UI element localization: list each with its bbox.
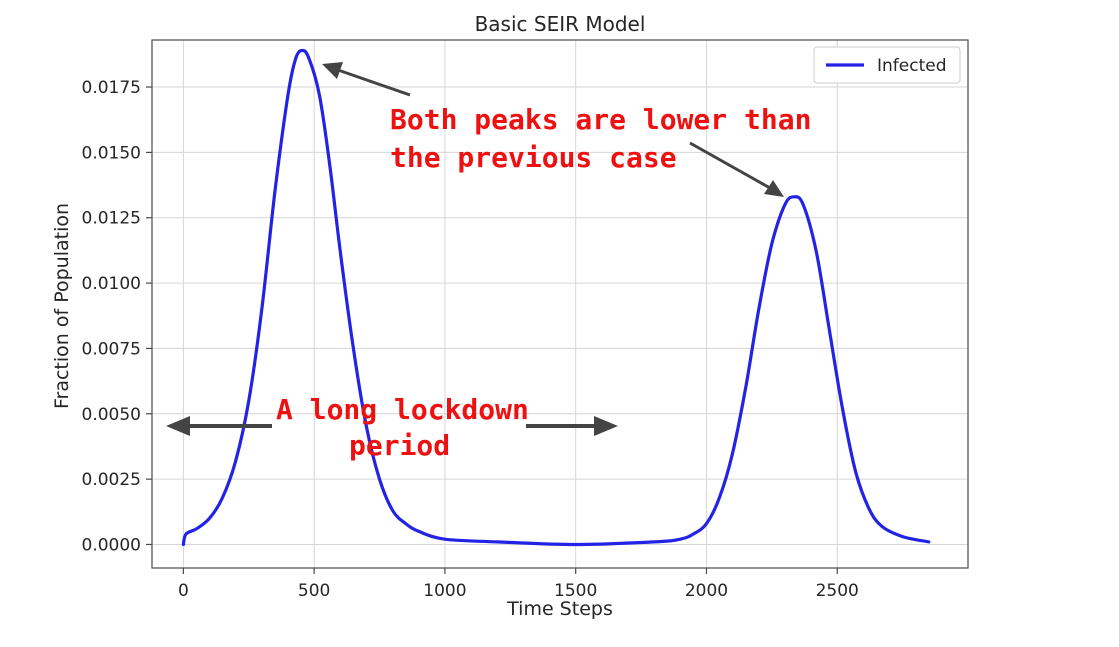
annotation-peaks-line-2: the previous case — [390, 141, 677, 174]
legend: Infected — [813, 46, 961, 84]
y-tick-label: 0.0050 — [82, 405, 141, 425]
y-tick-label: 0.0100 — [82, 274, 141, 294]
x-tick-label: 500 — [298, 581, 330, 601]
annotation-peaks: Both peaks are lower than the previous c… — [390, 103, 811, 174]
y-tick-label: 0.0150 — [82, 143, 141, 163]
x-tick-label: 0 — [178, 581, 189, 601]
grid — [152, 40, 968, 568]
arrow-to-second-peak — [689, 141, 771, 190]
annotation-lockdown: A long lockdown period — [276, 393, 529, 462]
y-tick-label: 0.0075 — [82, 339, 141, 359]
arrow-head-lockdown-left — [166, 416, 190, 436]
legend-label-infected: Infected — [877, 56, 947, 76]
y-tick-label: 0.0025 — [82, 470, 141, 490]
annotation-peaks-line-1: Both peaks are lower than — [390, 103, 811, 136]
chart-title: Basic SEIR Model — [475, 12, 646, 36]
arrow-to-first-peak — [337, 68, 411, 97]
infected-series-line — [181, 48, 931, 547]
legend-box — [813, 46, 961, 84]
x-tick-label: 2000 — [685, 581, 728, 601]
axis-ticks: 0 500 1000 1500 2000 2500 0.0000 0.0025 0.0050 0.… — [82, 78, 859, 601]
annotation-arrows — [166, 62, 784, 436]
y-tick-label: 0.0000 — [82, 535, 141, 555]
y-axis-label: Fraction of Population — [51, 203, 73, 409]
arrow-head-lockdown-right — [594, 416, 618, 436]
plot-frame — [151, 39, 969, 569]
arrow-head-second-peak — [764, 180, 784, 197]
arrow-head-first-peak — [322, 62, 343, 79]
x-axis-label: Time Steps — [506, 598, 613, 620]
y-tick-label: 0.0125 — [82, 209, 141, 229]
y-tick-label: 0.0175 — [82, 78, 141, 98]
annotation-lockdown-line-2: period — [349, 429, 450, 462]
x-tick-label: 2500 — [816, 581, 859, 601]
x-tick-label: 1000 — [423, 581, 466, 601]
x-tick-label: 1500 — [554, 581, 597, 601]
annotation-lockdown-line-1: A long lockdown — [276, 393, 529, 426]
